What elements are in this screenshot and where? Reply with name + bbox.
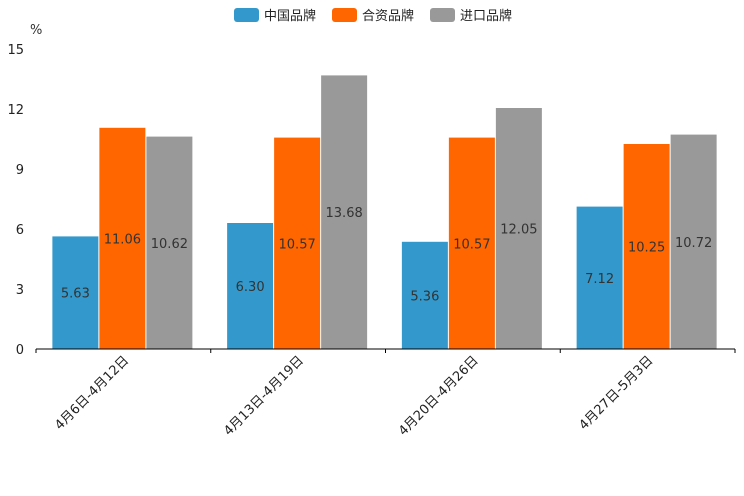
bar-value-label: 10.62 bbox=[151, 237, 188, 252]
x-category-label: 4月27日-5月3日 bbox=[577, 353, 657, 433]
y-tick-label: 15 bbox=[7, 43, 24, 58]
bar bbox=[321, 75, 368, 350]
y-axis-unit-label: % bbox=[30, 23, 42, 38]
bar-value-label: 5.36 bbox=[410, 289, 439, 304]
legend-swatch bbox=[234, 8, 259, 22]
bar bbox=[227, 223, 274, 349]
legend-swatch bbox=[430, 8, 455, 22]
bar bbox=[146, 136, 193, 349]
bar bbox=[401, 241, 448, 349]
y-axis: 0 3 6 9 12 15 bbox=[7, 43, 24, 358]
bar-value-label: 10.57 bbox=[453, 237, 490, 252]
legend-swatch bbox=[332, 8, 357, 22]
legend-item: 进口品牌 bbox=[430, 8, 512, 24]
bar-value-label: 13.68 bbox=[326, 206, 363, 221]
bar-value-label: 5.63 bbox=[61, 287, 90, 302]
bar bbox=[623, 144, 670, 349]
y-tick-label: 6 bbox=[16, 223, 24, 238]
y-tick-label: 12 bbox=[7, 103, 24, 118]
y-tick-label: 9 bbox=[16, 163, 24, 178]
bar-value-label: 10.57 bbox=[279, 237, 316, 252]
bar-value-label: 11.06 bbox=[104, 232, 141, 247]
bar bbox=[448, 137, 495, 349]
x-category-label: 4月13日-4月19日 bbox=[221, 353, 307, 439]
bar-value-label: 7.12 bbox=[585, 272, 614, 287]
bar-value-label: 10.72 bbox=[675, 236, 712, 251]
bar bbox=[576, 206, 623, 349]
bar bbox=[274, 137, 321, 349]
legend-item: 中国品牌 bbox=[234, 8, 316, 24]
bar bbox=[495, 108, 542, 349]
bar-value-label: 10.25 bbox=[628, 241, 665, 256]
bar-value-label: 12.05 bbox=[500, 223, 537, 238]
y-tick-label: 0 bbox=[16, 343, 24, 358]
legend-label: 进口品牌 bbox=[460, 8, 512, 24]
bar-value-label: 6.30 bbox=[236, 280, 265, 295]
bars bbox=[52, 75, 717, 350]
value-labels: 5.63 11.06 10.62 6.30 10.57 13.68 5.36 10.57 12.… bbox=[61, 206, 712, 304]
x-category-label: 4月6日-4月12日 bbox=[52, 353, 132, 433]
bar bbox=[670, 134, 717, 349]
legend-item: 合资品牌 bbox=[332, 8, 414, 24]
legend-label: 合资品牌 bbox=[362, 8, 414, 24]
bar bbox=[99, 127, 146, 349]
legend-label: 中国品牌 bbox=[264, 8, 316, 24]
x-category-label: 4月20日-4月26日 bbox=[396, 353, 482, 439]
legend: 中国品牌 合资品牌 进口品牌 bbox=[234, 8, 512, 24]
bar bbox=[52, 236, 99, 349]
x-axis: 4月6日-4月12日 4月13日-4月19日 4月20日-4月26日 4月27日-5月… bbox=[35, 348, 736, 439]
y-tick-label: 3 bbox=[16, 283, 24, 298]
